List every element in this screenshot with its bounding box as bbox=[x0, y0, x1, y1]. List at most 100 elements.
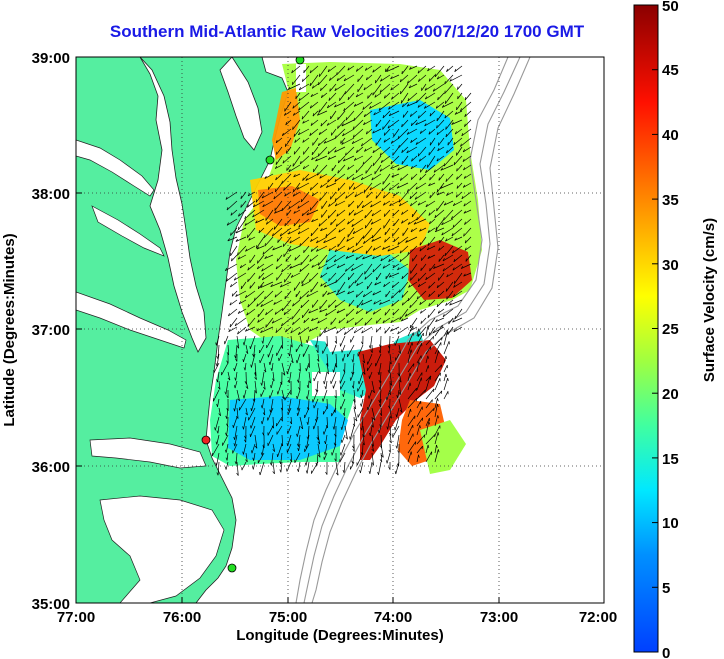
velocity-arrow-head bbox=[383, 283, 386, 287]
velocity-arrow-head bbox=[298, 387, 301, 391]
velocity-arrow-head bbox=[297, 443, 299, 447]
chesapeake-bay bbox=[139, 57, 207, 353]
velocity-arrow-head bbox=[414, 196, 417, 200]
velocity-arrow bbox=[240, 191, 247, 200]
velocity-arrow bbox=[416, 343, 422, 355]
velocity-arrow bbox=[454, 65, 463, 72]
y-tick-label: 35:00 bbox=[32, 596, 70, 613]
velocity-arrow-head bbox=[300, 262, 302, 266]
velocity-arrow bbox=[294, 452, 301, 463]
velocity-arrow bbox=[330, 371, 337, 384]
velocity-arrow-head bbox=[260, 330, 263, 333]
velocity-arrow-head bbox=[354, 418, 358, 422]
velocity-arrow bbox=[261, 263, 274, 272]
velocity-arrow bbox=[226, 272, 238, 282]
velocity-arrow bbox=[344, 83, 355, 95]
velocity-arrow bbox=[335, 335, 337, 344]
velocity-arrow-head bbox=[392, 213, 394, 217]
velocity-arrow-head bbox=[419, 248, 422, 252]
velocity-arrow-head bbox=[347, 221, 350, 225]
velocity-arrow bbox=[256, 236, 265, 249]
velocity-arrow bbox=[340, 398, 346, 410]
velocity-arrow bbox=[330, 110, 337, 120]
velocity-arrow-head bbox=[288, 206, 291, 210]
velocity-arrow bbox=[312, 137, 319, 146]
velocity-arrow-head bbox=[342, 133, 345, 137]
velocity-arrow-head bbox=[264, 243, 266, 247]
velocity-arrow bbox=[253, 290, 265, 301]
velocity-arrow-head bbox=[434, 73, 437, 77]
velocity-arrow bbox=[434, 444, 437, 454]
velocity-arrow-head bbox=[373, 112, 376, 116]
velocity-arrow-head bbox=[282, 160, 285, 164]
velocity-arrow bbox=[298, 443, 301, 451]
velocity-arrow-head bbox=[417, 153, 420, 157]
velocity-arrow-head bbox=[355, 294, 358, 298]
velocity-arrow bbox=[382, 317, 391, 324]
velocity-arrow bbox=[379, 146, 391, 156]
velocity-arrow-head bbox=[262, 204, 265, 207]
velocity-arrow bbox=[298, 218, 310, 228]
velocity-arrow bbox=[454, 236, 463, 241]
velocity-arrow bbox=[385, 290, 391, 298]
velocity-arrow bbox=[338, 155, 346, 164]
velocity-arrow bbox=[336, 65, 346, 76]
velocity-arrow-head bbox=[382, 246, 385, 250]
velocity-arrow bbox=[357, 407, 364, 418]
velocity-arrow-head bbox=[306, 421, 309, 425]
velocity-arrow bbox=[380, 443, 384, 458]
velocity-arrow bbox=[311, 461, 319, 474]
velocity-arrow bbox=[425, 444, 429, 454]
velocity-arrow-head bbox=[327, 69, 330, 73]
velocity-arrow-head bbox=[438, 177, 440, 181]
velocity-arrow bbox=[224, 335, 229, 345]
velocity-arrow-head bbox=[360, 394, 362, 398]
velocity-arrow bbox=[437, 74, 445, 80]
velocity-arrow bbox=[400, 173, 409, 181]
velocity-arrow bbox=[253, 452, 256, 461]
velocity-arrow bbox=[346, 317, 355, 324]
velocity-arrow bbox=[427, 317, 436, 329]
velocity-arrow bbox=[318, 254, 328, 266]
velocity-arrow-head bbox=[242, 426, 244, 430]
velocity-arrow bbox=[282, 128, 292, 136]
velocity-arrow-head bbox=[378, 399, 381, 403]
velocity-arrow bbox=[371, 443, 375, 452]
velocity-arrow-head bbox=[281, 323, 283, 327]
velocity-arrow-head bbox=[233, 443, 236, 447]
velocity-arrow-head bbox=[345, 195, 348, 199]
velocity-arrow bbox=[456, 182, 463, 189]
velocity-arrow-head bbox=[428, 78, 431, 82]
velocity-arrow-head bbox=[288, 248, 291, 252]
velocity-arrow bbox=[337, 236, 346, 248]
velocity-arrow-head bbox=[395, 445, 398, 449]
velocity-arrow bbox=[317, 317, 328, 324]
velocity-arrow-head bbox=[368, 432, 371, 437]
velocity-arrow-head bbox=[394, 427, 396, 431]
velocity-arrow bbox=[350, 371, 355, 381]
velocity-arrow bbox=[389, 425, 392, 436]
velocity-arrow-head bbox=[291, 81, 294, 85]
velocity-arrow bbox=[410, 110, 418, 117]
velocity-arrow bbox=[438, 245, 445, 251]
velocity-arrow-head bbox=[225, 278, 228, 282]
velocity-arrow bbox=[312, 389, 319, 403]
velocity-arrow-head bbox=[320, 274, 323, 278]
velocity-arrow bbox=[341, 137, 355, 145]
velocity-arrow bbox=[327, 173, 337, 183]
velocity-arrow-head bbox=[253, 297, 256, 301]
velocity-arrow bbox=[402, 227, 409, 236]
velocity-arrow bbox=[443, 341, 450, 355]
velocity-arrow-head bbox=[383, 139, 386, 143]
velocity-arrow bbox=[352, 353, 355, 363]
velocity-arrow-head bbox=[370, 349, 373, 353]
velocity-arrow bbox=[216, 434, 220, 445]
velocity-arrow-head bbox=[389, 361, 392, 365]
velocity-arrow bbox=[250, 416, 256, 429]
velocity-arrow-head bbox=[454, 111, 458, 115]
velocity-arrow bbox=[384, 227, 391, 236]
velocity-arrow-head bbox=[310, 122, 313, 126]
velocity-arrow-head bbox=[226, 352, 229, 355]
velocity-arrow bbox=[378, 101, 391, 111]
velocity-arrow-head bbox=[342, 369, 346, 373]
